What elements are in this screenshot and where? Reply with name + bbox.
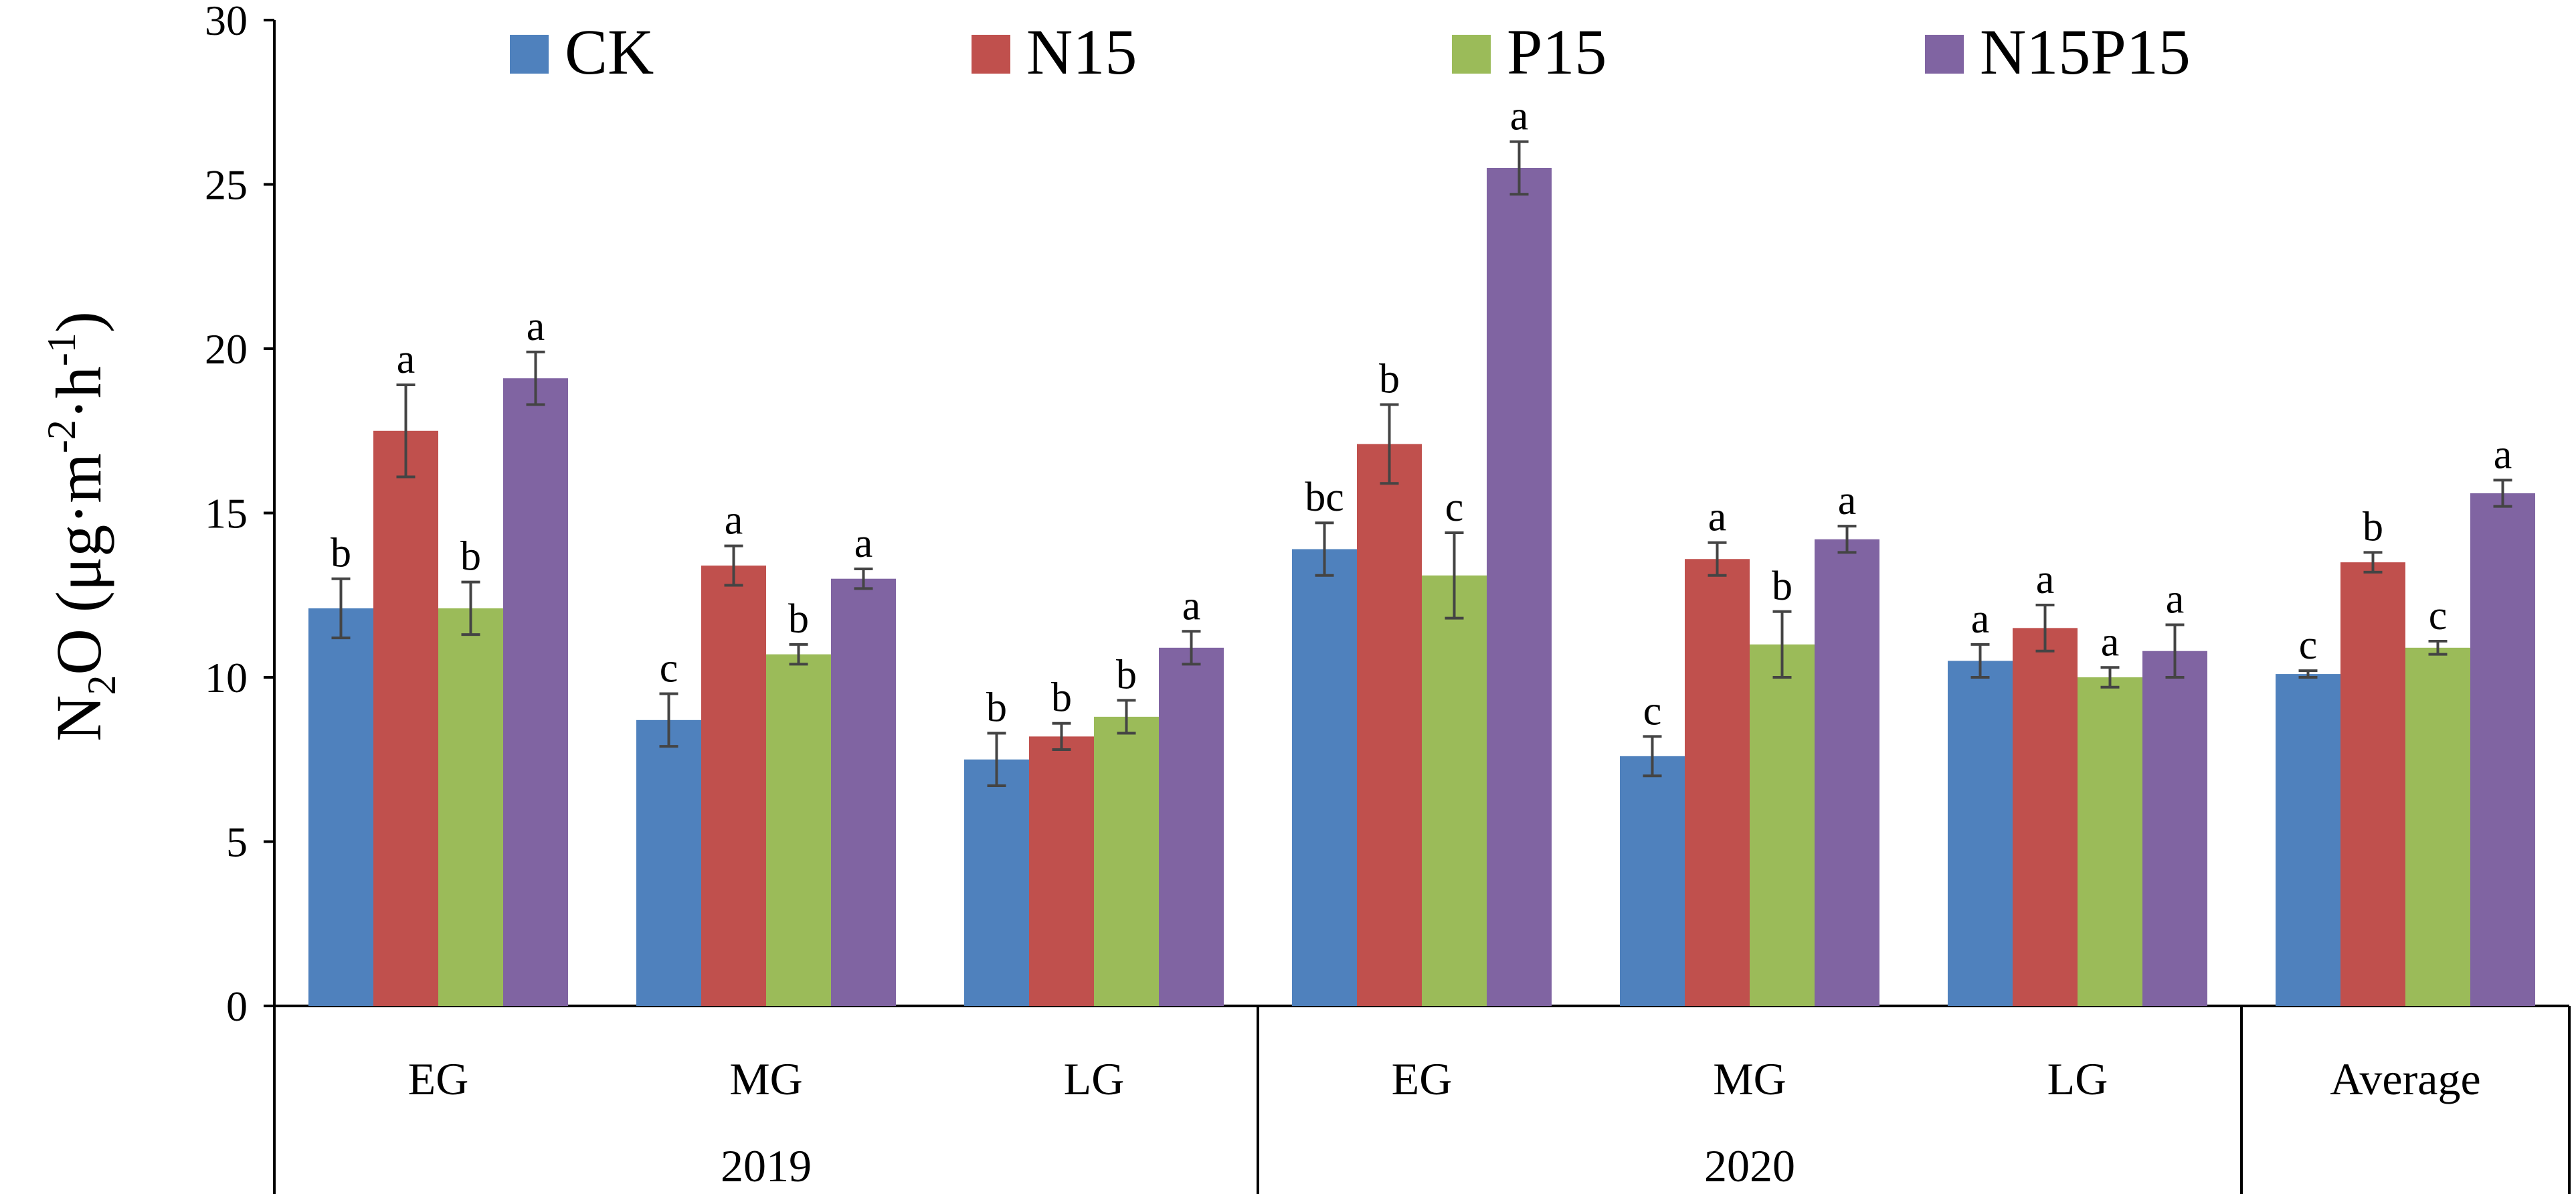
significance-letter: a (527, 304, 545, 349)
bars (308, 140, 2535, 1007)
category-label: EG (1392, 1053, 1453, 1104)
y-tick-label: 5 (226, 819, 248, 866)
significance-letter: a (1971, 596, 1990, 642)
significance-letter: c (2299, 622, 2318, 668)
significance-letter: b (1051, 675, 1072, 721)
category-label: LG (1064, 1053, 1125, 1104)
significance-letter: a (397, 337, 416, 382)
bar-ck-3 (1292, 549, 1357, 1006)
significance-letter: a (1838, 478, 1857, 523)
bar-ck-6 (2276, 674, 2340, 1006)
category-label: MG (729, 1053, 803, 1104)
bar-n15-5 (2013, 628, 2078, 1006)
bar-ck-1 (636, 719, 701, 1006)
bar-ck-5 (1948, 661, 2013, 1006)
significance-letter: b (986, 685, 1007, 730)
y-axis-title-part: O (μg·m (43, 453, 114, 675)
significance-letter: a (1708, 495, 1727, 540)
y-tick-label: 20 (205, 325, 248, 373)
significance-letter: a (854, 521, 873, 566)
bar-n15-0 (373, 430, 438, 1006)
significance-letter: c (1643, 688, 1662, 734)
significance-letter: bc (1305, 475, 1344, 520)
significance-letter: b (460, 534, 481, 580)
y-axis-title-part: ) (43, 311, 114, 333)
bar-p15-1 (766, 654, 831, 1006)
bar-p15-3 (1422, 575, 1487, 1006)
labels: 0 5 10 15 20 25 30 N2O (μg·m-2·h-1) EG MG LG EG MG LG… (39, 0, 2512, 1191)
bar-n15p15-0 (503, 378, 568, 1006)
significance-letter: b (1116, 652, 1137, 697)
bar-n15p15-3 (1487, 167, 1552, 1007)
legend-label-n15: N15 (1026, 16, 1137, 88)
legend-label-n15p15: N15P15 (1980, 16, 2191, 88)
significance-letter: c (2429, 593, 2448, 638)
bar-n15-1 (701, 566, 766, 1006)
legend-label-p15: P15 (1507, 16, 1606, 88)
bar-ck-2 (964, 759, 1029, 1006)
significance-letter: b (1772, 564, 1792, 609)
bar-n15-6 (2340, 562, 2405, 1006)
y-axis-title-part: N (43, 695, 114, 741)
y-axis-title-part: -1 (39, 333, 84, 366)
significance-letter: c (660, 646, 678, 691)
bar-p15-0 (438, 608, 503, 1006)
legend-swatch-ck (510, 35, 549, 74)
significance-letter: a (2036, 557, 2055, 602)
category-label: LG (2047, 1053, 2108, 1104)
y-axis-title-part: 2 (80, 675, 124, 695)
bar-n15p15-2 (1159, 647, 1224, 1006)
category-label: EG (408, 1053, 469, 1104)
bar-n15p15-6 (2470, 493, 2535, 1006)
category-label: Average (2330, 1053, 2480, 1104)
legend-swatch-p15 (1452, 35, 1491, 74)
y-tick-label: 15 (205, 490, 248, 537)
y-tick-label: 25 (205, 161, 248, 209)
significance-letter: a (2101, 619, 2120, 665)
significance-letter: b (2363, 504, 2383, 549)
bar-p15-2 (1094, 716, 1159, 1006)
y-tick-label: 0 (226, 983, 248, 1030)
y-tick-label: 30 (205, 0, 248, 44)
significance-letter: b (331, 531, 351, 576)
category-label: MG (1713, 1053, 1786, 1104)
bar-n15p15-4 (1815, 539, 1879, 1006)
significance-letter: c (1445, 485, 1464, 530)
bar-p15-5 (2078, 677, 2142, 1006)
bar-n15-2 (1029, 736, 1094, 1006)
bar-n15-3 (1357, 444, 1422, 1006)
bar-n15-4 (1685, 559, 1750, 1006)
legend-swatch-n15p15 (1925, 35, 1964, 74)
y-tick-label: 10 (205, 654, 248, 701)
bar-ck-0 (308, 608, 373, 1006)
legend-label-ck: CK (565, 16, 654, 88)
significance-letter: a (2166, 576, 2185, 622)
significance-letter: a (1510, 94, 1529, 139)
significance-letter: a (1182, 583, 1201, 628)
legend-swatch-n15 (972, 35, 1010, 74)
bar-ck-4 (1620, 756, 1685, 1006)
significance-letter: a (2494, 432, 2512, 477)
significance-letter: b (1379, 356, 1400, 402)
bar-n15p15-1 (831, 578, 896, 1006)
y-axis-title: N2O (μg·m-2·h-1) (39, 311, 124, 742)
bar-p15-4 (1750, 644, 1815, 1006)
y-axis-title-part: -2 (39, 420, 84, 453)
significance-letter: b (788, 596, 809, 642)
legend: CK N15 P15 N15P15 (510, 16, 2191, 88)
group-label: 2019 (721, 1140, 812, 1191)
bar-n15p15-5 (2142, 651, 2207, 1006)
bar-p15-6 (2405, 647, 2470, 1006)
significance-letter: a (725, 498, 743, 543)
y-axis-title-part: ·h (43, 366, 114, 420)
group-label: 2020 (1704, 1140, 1795, 1191)
